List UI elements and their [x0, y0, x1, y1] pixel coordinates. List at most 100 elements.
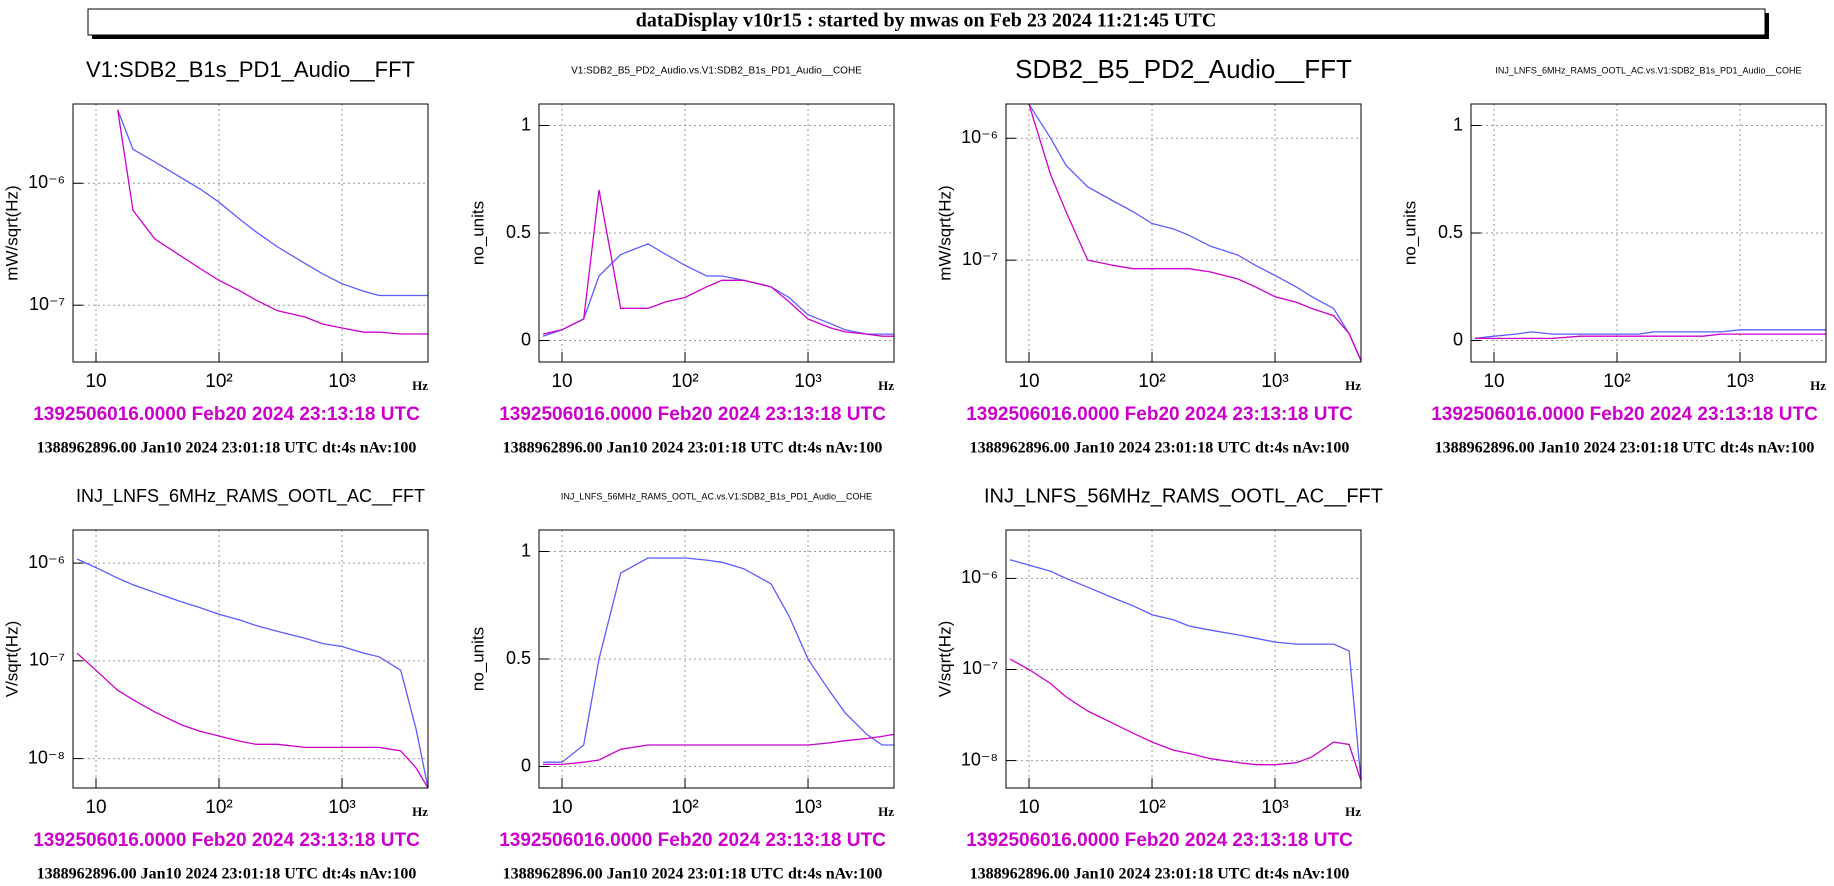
x-tick-label: 10	[85, 797, 106, 818]
y-tick-label: 0.5	[1438, 222, 1463, 242]
x-tick-label: 10	[85, 371, 106, 392]
x-tick-label: 10²	[671, 371, 698, 392]
x-tick-label: 10³	[1261, 371, 1288, 392]
trace	[117, 109, 428, 297]
frame	[1005, 529, 1362, 789]
plot-title: SDB2_B5_PD2_Audio__FFT	[1015, 54, 1352, 84]
time-info: 1388962896.00 Jan10 2024 23:01:18 UTC dt…	[503, 866, 883, 883]
time-info: 1388962896.00 Jan10 2024 23:01:18 UTC dt…	[970, 440, 1350, 457]
plot: SDB2_B5_PD2_Audio__FFT mW/sqrt(Hz) Hz 10 10²…	[935, 54, 1362, 457]
y-tick-label: 10⁻⁷	[29, 294, 65, 314]
y-axis-label: mW/sqrt(Hz)	[935, 185, 954, 280]
reference-time: 1392506016.0000 Feb20 2024 23:13:18 UTC	[966, 830, 1353, 851]
x-axis-label: Hz	[1810, 378, 1826, 393]
trace	[1009, 658, 1361, 782]
y-tick-label: 1	[521, 540, 531, 560]
trace	[1474, 329, 1826, 340]
x-tick-label: 10³	[328, 797, 355, 818]
trace	[543, 733, 894, 766]
time-info: 1388962896.00 Jan10 2024 23:01:18 UTC dt…	[970, 866, 1350, 883]
frame	[538, 103, 895, 363]
y-tick-label: 10⁻⁷	[962, 658, 998, 678]
x-tick-label: 10³	[794, 797, 821, 818]
header-box	[87, 8, 1766, 36]
trace	[1009, 559, 1361, 781]
reference-time: 1392506016.0000 Feb20 2024 23:13:18 UTC	[499, 404, 886, 425]
x-tick-label: 10	[1483, 371, 1504, 392]
time-info: 1388962896.00 Jan10 2024 23:01:18 UTC dt…	[37, 866, 417, 883]
frame	[1005, 103, 1362, 363]
x-tick-label: 10	[1018, 371, 1039, 392]
reference-time: 1392506016.0000 Feb20 2024 23:13:18 UTC	[499, 830, 886, 851]
plot-title: INJ_LNFS_6MHz_RAMS_OOTL_AC__FFT	[76, 486, 425, 507]
plot-title: INJ_LNFS_56MHz_RAMS_OOTL_AC.vs.V1:SDB2_B…	[561, 491, 872, 501]
y-tick-label: 0	[1453, 329, 1463, 349]
y-axis-label: mW/sqrt(Hz)	[2, 185, 21, 280]
y-tick-label: 10⁻⁸	[28, 747, 65, 767]
frame	[1470, 103, 1827, 363]
trace	[542, 189, 894, 337]
trace	[76, 652, 428, 788]
y-tick-label: 10⁻⁸	[961, 749, 998, 769]
y-tick-label: 0	[521, 755, 531, 775]
x-axis-label: Hz	[1345, 804, 1361, 819]
y-tick-label: 1	[1453, 114, 1463, 134]
y-tick-label: 10⁻⁶	[961, 567, 998, 587]
y-tick-label: 0.5	[506, 222, 531, 242]
x-tick-label: 10	[551, 797, 572, 818]
reference-time: 1392506016.0000 Feb20 2024 23:13:18 UTC	[966, 404, 1353, 425]
x-axis-label: Hz	[412, 804, 428, 819]
y-tick-label: 1	[521, 114, 531, 134]
y-axis-label: V/sqrt(Hz)	[935, 621, 954, 698]
time-info: 1388962896.00 Jan10 2024 23:01:18 UTC dt…	[503, 440, 883, 457]
x-axis-label: Hz	[1345, 378, 1361, 393]
header-title: dataDisplay v10r15 : started by mwas on …	[636, 10, 1217, 32]
plot-title: V1:SDB2_B5_PD2_Audio.vs.V1:SDB2_B1s_PD1_…	[571, 66, 862, 77]
x-axis-label: Hz	[878, 378, 894, 393]
x-tick-label: 10³	[1261, 797, 1288, 818]
y-tick-label: 10⁻⁷	[29, 650, 65, 670]
y-tick-label: 10⁻⁶	[28, 172, 65, 192]
reference-time: 1392506016.0000 Feb20 2024 23:13:18 UTC	[33, 404, 420, 425]
reference-time: 1392506016.0000 Feb20 2024 23:13:18 UTC	[33, 830, 420, 851]
x-axis-label: Hz	[878, 804, 894, 819]
plot: V1:SDB2_B1s_PD1_Audio__FFT mW/sqrt(Hz) Hz 1…	[2, 57, 429, 457]
trace	[1475, 333, 1826, 340]
y-tick-label: 0.5	[506, 648, 531, 668]
time-info: 1388962896.00 Jan10 2024 23:01:18 UTC dt…	[1435, 440, 1815, 457]
plot-title: INJ_LNFS_56MHz_RAMS_OOTL_AC__FFT	[984, 485, 1383, 507]
y-tick-label: 0	[521, 329, 531, 349]
x-tick-label: 10²	[205, 371, 232, 392]
y-tick-label: 10⁻⁷	[962, 249, 998, 269]
x-tick-label: 10²	[205, 797, 232, 818]
plot-title: V1:SDB2_B1s_PD1_Audio__FFT	[86, 57, 415, 82]
trace	[76, 558, 428, 788]
frame	[538, 529, 895, 789]
x-tick-label: 10²	[1603, 371, 1630, 392]
trace	[543, 557, 894, 763]
x-tick-label: 10	[551, 371, 572, 392]
time-info: 1388962896.00 Jan10 2024 23:01:18 UTC dt…	[37, 440, 417, 457]
trace	[542, 243, 894, 337]
plot-title: INJ_LNFS_6MHz_RAMS_OOTL_AC.vs.V1:SDB2_B1…	[1495, 65, 1801, 75]
plot: INJ_LNFS_6MHz_RAMS_OOTL_AC.vs.V1:SDB2_B1…	[1400, 65, 1827, 457]
plot: INJ_LNFS_56MHz_RAMS_OOTL_AC__FFT V/sqrt(H…	[935, 485, 1383, 882]
y-tick-label: 10⁻⁶	[961, 127, 998, 147]
x-tick-label: 10	[1018, 797, 1039, 818]
x-tick-label: 10²	[1138, 371, 1165, 392]
trace	[1028, 104, 1361, 361]
y-axis-label: no_units	[468, 627, 487, 691]
plot: INJ_LNFS_56MHz_RAMS_OOTL_AC.vs.V1:SDB2_B…	[468, 491, 895, 883]
x-tick-label: 10²	[1138, 797, 1165, 818]
frame	[72, 529, 429, 789]
y-axis-label: V/sqrt(Hz)	[2, 621, 21, 698]
trace	[117, 109, 428, 335]
trace	[1028, 104, 1361, 361]
y-axis-label: no_units	[468, 201, 487, 265]
reference-time: 1392506016.0000 Feb20 2024 23:13:18 UTC	[1431, 404, 1818, 425]
y-tick-label: 10⁻⁶	[28, 552, 65, 572]
x-tick-label: 10³	[794, 371, 821, 392]
x-tick-label: 10³	[328, 371, 355, 392]
